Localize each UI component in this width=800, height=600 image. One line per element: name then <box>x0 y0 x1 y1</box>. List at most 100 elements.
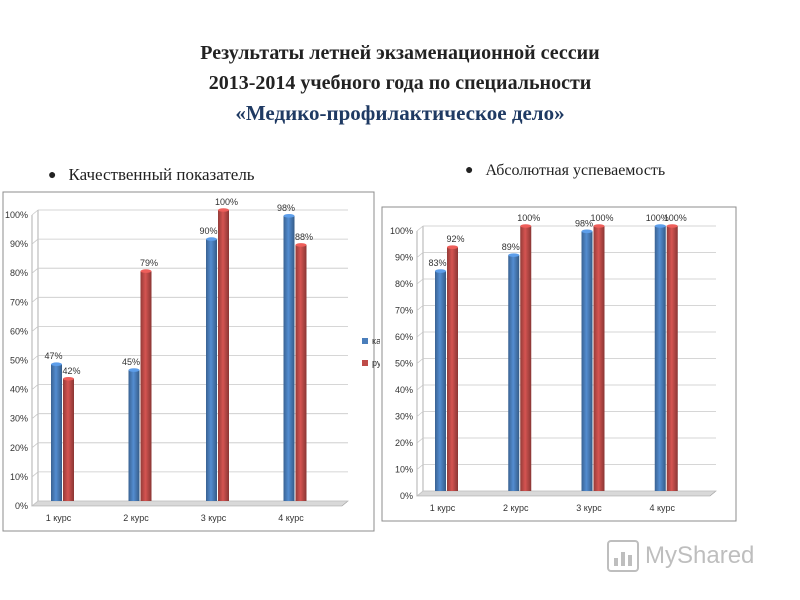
gridline-depth <box>31 471 39 478</box>
y-tick-label: 20% <box>10 443 28 453</box>
bar-top-каз-2 <box>508 253 520 257</box>
bar-каз-1 <box>51 364 62 501</box>
y-tick-label: 30% <box>395 412 413 422</box>
watermark: MyShared <box>607 538 767 574</box>
data-label-каз-1: 47% <box>44 351 62 361</box>
chart-floor <box>31 500 349 507</box>
gridline-depth <box>416 464 424 470</box>
x-tick-label-2: 2 курс <box>503 503 529 513</box>
y-tick-label: 70% <box>395 306 413 316</box>
gridline-depth <box>416 490 424 497</box>
bar-top-рус-1 <box>447 245 458 249</box>
myshared-logo-icon <box>607 540 639 572</box>
x-tick-label-4: 4 курс <box>278 513 304 523</box>
y-tick-label: 0% <box>15 501 28 511</box>
x-tick-label-2: 2 курс <box>123 513 149 523</box>
y-tick-label: 10% <box>10 472 28 482</box>
data-label-каз-2: 89% <box>502 242 520 252</box>
y-tick-label: 100% <box>5 210 28 220</box>
data-label-каз-4: 98% <box>277 203 295 213</box>
gridline-depth <box>416 305 424 311</box>
bar-top-рус-3 <box>593 224 605 228</box>
gridline-depth <box>31 355 39 361</box>
y-tick-label: 60% <box>10 326 28 336</box>
chart-quality: 0% 10% 20% 30% 40% 50% 60% 70% 80% 90% 100% 47%42% 1… <box>2 191 380 532</box>
bullet-dot-icon: ● <box>48 168 57 184</box>
y-tick-label: 90% <box>10 239 28 249</box>
gridline-depth <box>31 413 39 420</box>
bar-каз-1 <box>435 271 446 491</box>
bar-top-каз-1 <box>51 362 62 367</box>
gridline-depth <box>31 209 39 216</box>
title-line-1: Результаты летней экзаменационной сессии <box>200 42 600 64</box>
data-label-рус-2: 79% <box>140 258 158 268</box>
data-label-каз-1: 83% <box>428 258 446 268</box>
x-tick-label-3: 3 курс <box>576 503 602 513</box>
bar-рус-4 <box>295 244 307 502</box>
y-tick-label: 50% <box>10 356 28 366</box>
y-tick-label: 50% <box>395 359 413 369</box>
data-label-рус-4: 100% <box>664 213 687 223</box>
bar-top-рус-4 <box>666 224 678 228</box>
chart-floor <box>416 490 717 497</box>
bar-top-каз-1 <box>435 269 446 273</box>
legend-swatch-каз <box>362 338 368 344</box>
data-label-рус-3: 100% <box>590 213 613 223</box>
bar-каз-3 <box>581 231 593 492</box>
legend-label-каз: каз <box>372 336 380 346</box>
gridline-depth <box>416 331 424 338</box>
y-tick-label: 80% <box>395 279 413 289</box>
chart-absolute-performance: 0% 10% 20% 30% 40% 50% 60% 70% 80% 90% 100% 83% 92% 1… <box>381 206 737 522</box>
bar-каз-4 <box>654 226 666 491</box>
bar-рус-4 <box>666 226 678 491</box>
bullet-right-label: Абсолютная успеваемость <box>485 162 666 179</box>
page-title: Результаты летней экзаменационной сессии… <box>0 38 800 128</box>
y-tick-label: 40% <box>395 385 413 395</box>
bullet-quality-indicator: ● Качественный показатель <box>48 165 255 185</box>
legend-label-рус: рус <box>372 358 380 368</box>
data-label-каз-3: 98% <box>575 218 593 228</box>
y-tick-label: 30% <box>10 414 28 424</box>
data-label-рус-2: 100% <box>517 213 540 223</box>
gridline-depth <box>31 267 39 274</box>
gridline-depth <box>31 500 39 507</box>
y-tick-label: 90% <box>395 253 413 263</box>
gridline-depth <box>416 384 424 391</box>
gridline-depth <box>416 252 424 258</box>
bar-рус-2 <box>520 226 532 491</box>
data-label-каз-2: 45% <box>122 357 140 367</box>
gridline-depth <box>31 384 39 390</box>
gridline-depth <box>31 326 39 332</box>
bullet-absolute-performance: ● Абсолютная успеваемость <box>465 162 665 180</box>
bar-top-каз-4 <box>283 214 295 218</box>
y-tick-label: 100% <box>390 226 413 236</box>
gridline-depth <box>31 296 39 303</box>
gridline-depth <box>416 278 424 285</box>
y-tick-label: 60% <box>395 332 413 342</box>
bullet-left-label: Качественный показатель <box>68 165 255 184</box>
title-line-3: «Медико-профилактическое дело» <box>235 101 565 125</box>
legend-swatch-рус <box>362 360 368 366</box>
bar-top-рус-4 <box>295 243 307 247</box>
gridline-depth <box>31 442 39 449</box>
gridline-depth <box>416 358 424 364</box>
y-tick-label: 10% <box>395 465 413 475</box>
gridline-depth <box>416 437 424 444</box>
bar-каз-3 <box>206 239 217 501</box>
watermark-text: MyShared <box>645 542 755 569</box>
bar-top-рус-1 <box>63 376 74 381</box>
data-label-каз-3: 90% <box>199 226 217 236</box>
bar-top-рус-2 <box>520 224 532 228</box>
gridline-depth <box>31 238 39 245</box>
bar-top-каз-4 <box>654 224 666 228</box>
bar-рус-3 <box>218 210 229 501</box>
bar-каз-2 <box>128 370 140 501</box>
y-tick-label: 80% <box>10 268 28 278</box>
bar-каз-2 <box>508 255 520 491</box>
y-tick-label: 0% <box>400 491 413 501</box>
data-label-каз-4: 100% <box>646 213 669 223</box>
bar-top-каз-3 <box>581 229 593 234</box>
bar-top-каз-2 <box>128 368 140 372</box>
data-label-рус-3: 100% <box>215 197 238 207</box>
bar-top-рус-3 <box>218 208 229 212</box>
